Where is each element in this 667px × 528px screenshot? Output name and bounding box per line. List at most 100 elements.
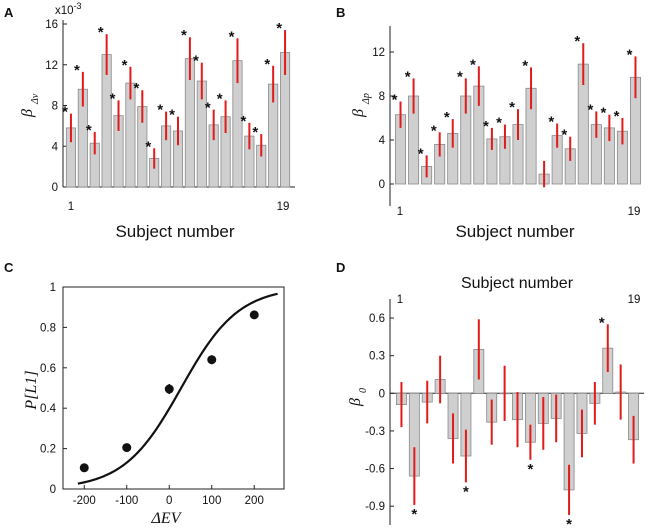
panel-a-significance-star: * [276, 20, 282, 37]
panel-b-xtick-first: 1 [397, 206, 403, 218]
panel-d-significance-star: * [527, 461, 533, 478]
panel-c-xtick-label: 0 [166, 495, 172, 507]
panel-a-ytick-label: 4 [52, 141, 59, 153]
panel-c-ytick-label: 0.4 [40, 403, 57, 415]
panel-a-ytick-label: 12 [45, 60, 58, 72]
panel-a-significance-star: * [62, 104, 68, 121]
panel-d-title: Subject number [461, 275, 574, 292]
panel-b-significance-star: * [470, 56, 476, 73]
panel-b-significance-star: * [457, 68, 463, 85]
panel-a-significance-star: * [205, 100, 211, 117]
panel-b-significance-star: * [418, 145, 424, 162]
panel-d-xtick-last: 19 [628, 294, 641, 306]
panel-c-xtick-label: 100 [202, 495, 221, 507]
panel-a-significance-star: * [252, 124, 258, 141]
panel-b-significance-star: * [509, 99, 515, 116]
panel-a-significance-star: * [145, 138, 151, 155]
panel-a-significance-star: * [229, 28, 235, 45]
panel-letter-d: D [336, 260, 345, 275]
panel-d-significance-star: * [599, 314, 605, 331]
panel-a-ytick-label: 16 [45, 19, 58, 31]
panel-b-ytick-label: 12 [372, 47, 385, 59]
panel-c-data-point [122, 443, 132, 453]
panel-b-ylabel: β Δp [350, 93, 372, 118]
panel-d-ylabel: β 0 [347, 388, 369, 407]
panel-b-significance-star: * [431, 122, 437, 139]
panel-b-ytick-label: 0 [379, 179, 385, 191]
panel-c-xtick-label: -100 [115, 495, 138, 507]
panel-b-significance-star: * [601, 105, 607, 122]
panel-b-significance-star: * [587, 101, 593, 118]
panel-d-significance-star: * [411, 506, 417, 523]
panel-a-ytick-label: 0 [52, 182, 58, 194]
panel-letter-c: C [4, 260, 14, 275]
panel-a-significance-star: * [181, 27, 187, 44]
panel-b-xtick-last: 19 [628, 206, 641, 218]
panel-a-y-exponent-power: -3 [74, 1, 82, 11]
panel-b-significance-star: * [392, 92, 398, 109]
panel-b-significance-star: * [405, 68, 411, 85]
panel-a-y-exponent-base: x10 [55, 5, 74, 17]
panel-a-xtick-first: 1 [68, 201, 74, 213]
panel-a-y-exponent: x10-3 [55, 1, 82, 17]
panel-b-significance-star: * [496, 115, 502, 132]
panel-b-xlabel: Subject number [455, 222, 574, 241]
panel-c-xtick-label: -200 [73, 495, 96, 507]
panel-b-significance-star: * [627, 46, 633, 63]
panel-b-ylabel-sub: Δp [361, 93, 372, 105]
panel-c-data-point [207, 355, 217, 365]
panel-a-significance-star: * [241, 113, 247, 130]
panel-d-significance-star: * [463, 483, 469, 500]
panel-c-xlabel: ΔEV [151, 510, 183, 527]
panel-b-significance-star: * [522, 57, 528, 74]
panel-d-ytick-label: -0.3 [365, 426, 385, 438]
panel-a-ylabel: β Δv [19, 93, 41, 118]
panel-d-plot: 0.6 0.3 0 -0.3 -0.6 -0.9 * * * * * [365, 299, 644, 528]
panel-a-xtick-last: 19 [277, 201, 290, 213]
panel-d-ytick-label: 0.3 [369, 351, 385, 363]
panel-d-ylabel-sub: 0 [358, 388, 369, 393]
panel-d-xtick-first: 1 [397, 294, 403, 306]
panel-a-significance-star: * [98, 24, 104, 41]
panel-c-ylabel: P[L1] [23, 370, 40, 410]
panel-a-significance-star: * [264, 56, 270, 73]
panel-c-data-point [164, 384, 174, 394]
panel-c-fit-curve [77, 292, 278, 485]
panel-a-significance-star: * [157, 102, 163, 119]
panel-d-ylabel-main: β [347, 398, 364, 407]
panel-letter-a: A [4, 5, 14, 20]
panel-a-significance-star: * [217, 90, 223, 107]
panel-a-significance-star: * [122, 57, 128, 74]
panel-a-ylabel-sub: Δv [30, 93, 41, 105]
panel-d-ytick-label: -0.6 [365, 464, 385, 476]
panel-c-data-point [249, 310, 259, 320]
panel-c-ytick-label: 0 [50, 484, 56, 496]
panel-a-significance-star: * [74, 62, 80, 79]
panel-c-ytick-label: 0.2 [40, 444, 56, 456]
panel-c-data-point [79, 463, 89, 473]
panel-c-xtick-label: 200 [245, 495, 264, 507]
panel-c-ytick-label: 0.6 [40, 363, 56, 375]
panel-c-ytick-label: 1 [50, 282, 56, 294]
panel-d-significance-star: * [566, 516, 572, 528]
panel-b-ytick-label: 8 [379, 91, 385, 103]
panel-b-ytick-label: 4 [379, 135, 386, 147]
panel-b-plot: 0 4 8 12 * * * * * * * * * * * * * * * * * * [372, 26, 641, 206]
panel-d-ytick-label: -0.9 [365, 501, 385, 513]
panel-a-ytick-label: 8 [52, 101, 58, 113]
panel-a-significance-star: * [110, 90, 116, 107]
panel-letter-b: B [336, 5, 345, 20]
panel-a-significance-star: * [169, 107, 175, 124]
panel-b-significance-star: * [561, 127, 567, 144]
panel-c-ytick-label: 0.8 [40, 322, 56, 334]
panel-a-plot: 0 4 8 12 16 * * * * * * * * * * * * * * * * * * * [45, 19, 295, 194]
panel-a-ylabel-main: β [19, 109, 36, 118]
panel-b-significance-star: * [614, 108, 620, 125]
panel-d-ytick-label: 0.6 [369, 313, 385, 325]
panel-b-significance-star: * [444, 109, 450, 126]
panel-b-significance-star: * [574, 33, 580, 50]
panel-a-xlabel: Subject number [115, 222, 234, 241]
panel-b-ylabel-main: β [350, 109, 367, 118]
panel-a-significance-star: * [133, 80, 139, 97]
